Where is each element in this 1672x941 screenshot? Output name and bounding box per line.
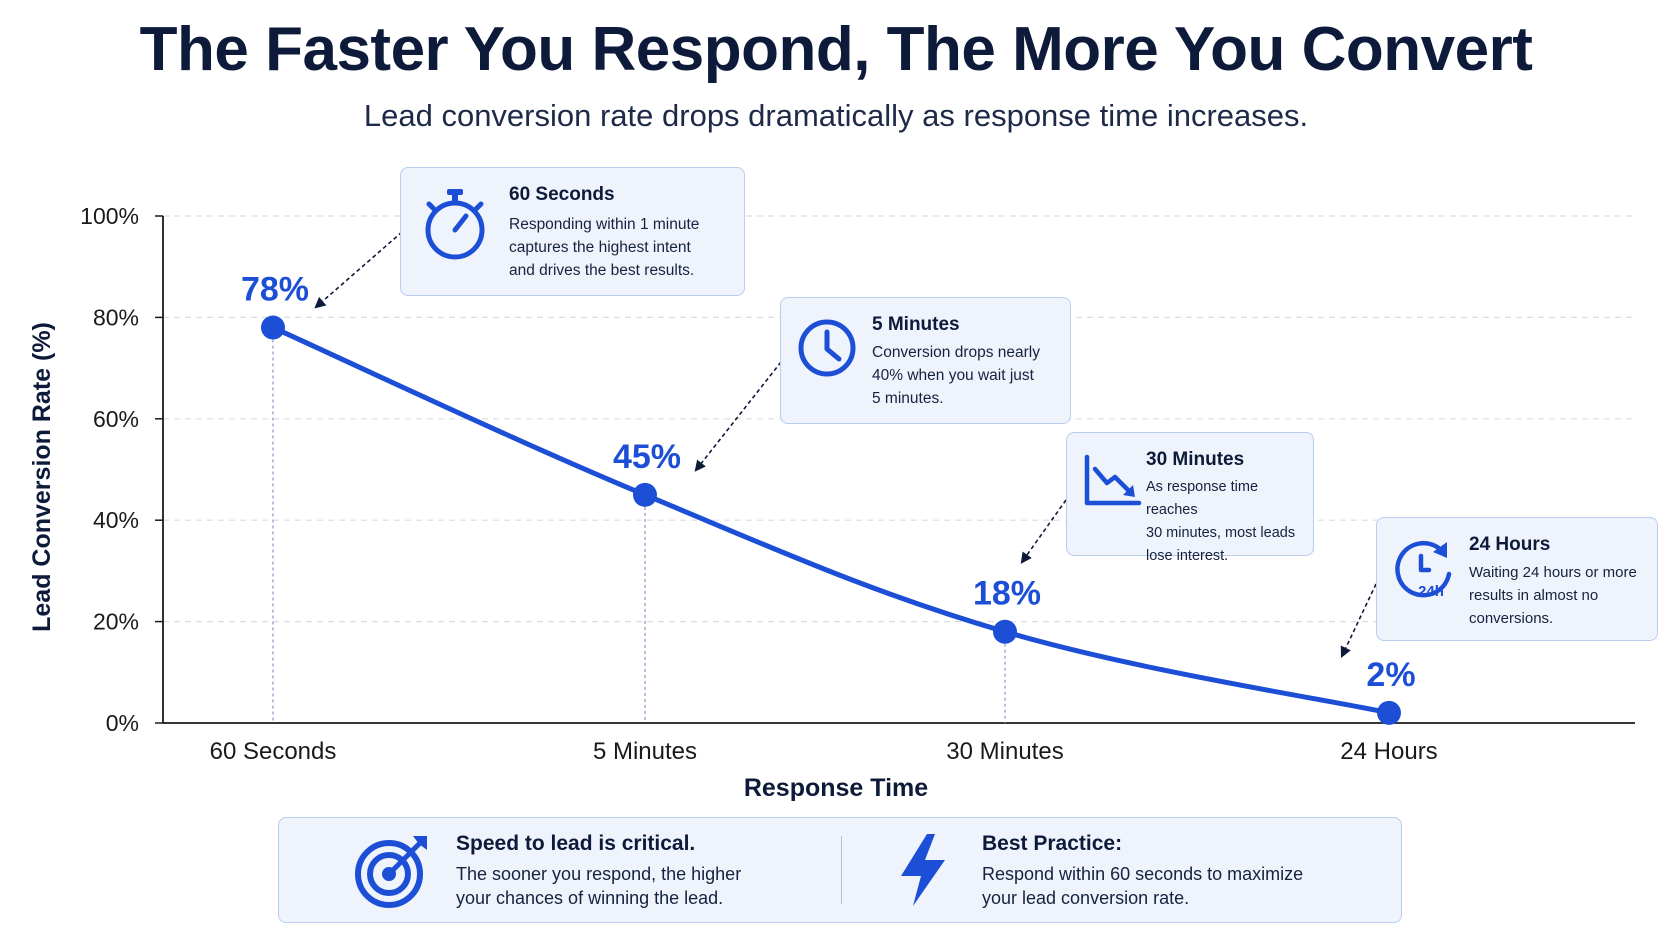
- clock-24h-icon: 24h: [1395, 540, 1452, 600]
- callout-line: Conversion drops nearly: [872, 344, 1041, 361]
- x-tick-label: 30 Minutes: [946, 738, 1063, 765]
- callout-line: and drives the best results.: [509, 262, 695, 279]
- data-labels: 78% 45% 18% 2%: [241, 271, 1416, 694]
- callout-60-seconds: 60 Seconds Responding within 1 minute ca…: [400, 167, 745, 296]
- callout-title: 5 Minutes: [872, 314, 960, 335]
- y-tick-labels: 0% 20% 40% 60% 80% 100%: [80, 203, 139, 736]
- footer-left-heading: Speed to lead is critical.: [456, 832, 696, 855]
- callout-line: 30 minutes, most leads: [1146, 525, 1296, 541]
- footer-right-body: Respond within 60 seconds to maximize yo…: [982, 862, 1303, 910]
- data-point: [261, 315, 285, 340]
- x-tick-label: 5 Minutes: [593, 738, 697, 765]
- callout-line: lose interest.: [1146, 548, 1229, 564]
- footer-panel: Speed to lead is critical. The sooner yo…: [278, 817, 1402, 923]
- callout-arrow: [1340, 583, 1377, 659]
- footer-line: your lead conversion rate.: [982, 888, 1190, 908]
- callout-line: 5 minutes.: [872, 390, 944, 407]
- x-axis-label: Response Time: [744, 774, 928, 802]
- footer-right-heading: Best Practice:: [982, 832, 1123, 855]
- clock-24h-label: 24h: [1418, 583, 1444, 600]
- callout-line: conversions.: [1469, 610, 1554, 627]
- callout-24-hours: 24h 24 Hours Waiting 24 hours or more re…: [1376, 517, 1658, 641]
- data-point: [633, 482, 657, 507]
- callout-line: results in almost no: [1469, 587, 1599, 604]
- x-tick-label: 24 Hours: [1340, 738, 1437, 765]
- y-axis-label: Lead Conversion Rate (%): [28, 322, 56, 632]
- x-tick-labels: 60 Seconds 5 Minutes 30 Minutes 24 Hours: [210, 738, 1438, 765]
- data-label: 45%: [613, 438, 681, 476]
- page-title: The Faster You Respond, The More You Con…: [139, 15, 1533, 84]
- callout-arrows: [314, 231, 1377, 659]
- footer-left-body: The sooner you respond, the higher your …: [456, 862, 741, 910]
- data-points: [261, 315, 1401, 725]
- callout-line: Responding within 1 minute: [509, 216, 700, 233]
- callout-title: 30 Minutes: [1146, 449, 1245, 470]
- callout-arrow: [314, 231, 403, 309]
- callout-title: 60 Seconds: [509, 184, 615, 205]
- y-tick-label: 100%: [80, 203, 139, 229]
- lightning-icon: [901, 834, 945, 906]
- callout-line: captures the highest intent: [509, 239, 691, 256]
- stopwatch-icon: [425, 189, 485, 260]
- y-tick-label: 40%: [93, 507, 139, 533]
- series-line-path: [270, 325, 1392, 716]
- callout-line: Waiting 24 hours or more: [1469, 564, 1637, 581]
- data-label: 18%: [973, 575, 1041, 613]
- data-label: 2%: [1366, 656, 1415, 694]
- footer-line: The sooner you respond, the higher: [456, 864, 742, 884]
- y-tick-label: 80%: [93, 304, 139, 330]
- series-line: [270, 325, 1392, 716]
- axes: [155, 215, 1635, 724]
- page-subtitle: Lead conversion rate drops dramatically …: [363, 98, 1309, 133]
- callout-body: Conversion drops nearly 40% when you wai…: [872, 341, 1040, 410]
- callout-body: As response time reaches 30 minutes, mos…: [1146, 476, 1313, 568]
- callout-5-minutes: 5 Minutes Conversion drops nearly 40% wh…: [780, 297, 1071, 424]
- callout-body: Responding within 1 minute captures the …: [509, 213, 699, 282]
- callout-line: As response time reaches: [1146, 479, 1259, 518]
- data-point: [1377, 700, 1401, 725]
- y-tick-label: 20%: [93, 609, 139, 635]
- y-tick-label: 0%: [106, 710, 139, 736]
- footer-line: Respond within 60 seconds to maximize: [982, 864, 1304, 884]
- x-tick-label: 60 Seconds: [210, 738, 337, 765]
- footer-divider: [841, 836, 842, 904]
- callout-arrow: [694, 361, 782, 472]
- callout-30-minutes: 30 Minutes As response time reaches 30 m…: [1066, 432, 1314, 564]
- clock-icon: [798, 319, 856, 377]
- callout-arrow: [1020, 499, 1067, 564]
- callout-line: 40% when you wait just: [872, 367, 1034, 384]
- y-tick-label: 60%: [93, 406, 139, 432]
- target-icon: [355, 836, 427, 908]
- data-point: [993, 619, 1017, 644]
- footer-line: your chances of winning the lead.: [456, 888, 724, 908]
- data-label: 78%: [241, 271, 309, 309]
- trend-down-icon: [1084, 454, 1142, 506]
- callout-title: 24 Hours: [1469, 534, 1551, 555]
- callout-body: Waiting 24 hours or more results in almo…: [1469, 561, 1637, 630]
